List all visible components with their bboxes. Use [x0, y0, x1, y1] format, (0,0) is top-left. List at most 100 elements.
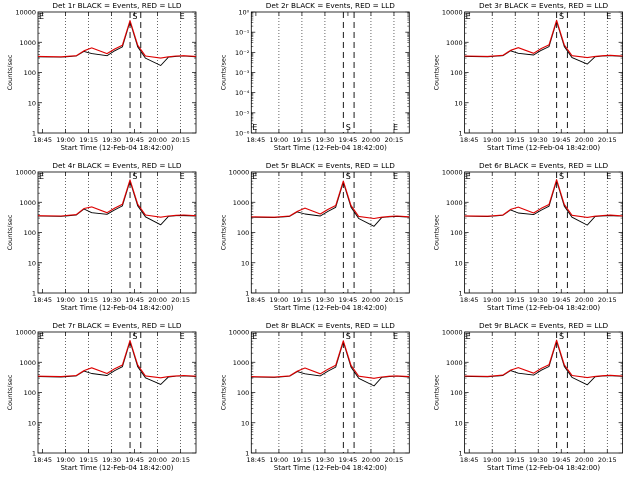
x-axis-label: Start Time (12-Feb-04 18:42:00) [274, 304, 387, 312]
x-tick-label: 19:30 [102, 456, 121, 464]
x-tick-label: 20:15 [171, 296, 190, 304]
x-tick-label: 19:30 [316, 296, 335, 304]
x-tick-label: 19:45 [552, 136, 571, 144]
x-axis-label: Start Time (12-Feb-04 18:42:00) [60, 144, 173, 152]
x-tick-label: 19:30 [102, 136, 121, 144]
y-tick-label: 10 [28, 419, 36, 427]
marker-glyph: E [180, 332, 185, 341]
x-tick-label: 19:15 [506, 456, 525, 464]
x-tick-label: 19:15 [79, 296, 98, 304]
marker-glyph: E [466, 332, 471, 341]
y-axis-label: Counts/sec [433, 374, 441, 410]
marker-glyph: E [393, 172, 398, 181]
y-tick-label: 1000 [19, 199, 36, 207]
x-tick-label: 20:00 [575, 456, 594, 464]
y-axis-label: Counts/sec [6, 214, 14, 250]
events-series-line [251, 341, 410, 387]
y-tick-label: 1 [458, 450, 462, 458]
chart-title: Det 1r BLACK = Events, RED = LLD [52, 1, 182, 10]
marker-glyph: E [252, 123, 257, 132]
y-tick-label: 1000 [19, 359, 36, 367]
y-tick-label: 10⁻⁶ [235, 130, 250, 138]
x-tick-label: 18:45 [460, 136, 479, 144]
y-tick-label: 10 [28, 259, 36, 267]
x-tick-label: 19:00 [483, 456, 502, 464]
x-tick-label: 20:00 [362, 456, 381, 464]
x-tick-label: 19:15 [79, 456, 98, 464]
y-tick-label: 10⁻¹ [235, 29, 250, 37]
y-tick-label: 10 [28, 99, 36, 107]
y-tick-label: 10000 [15, 169, 36, 177]
y-tick-label: 10000 [442, 329, 463, 337]
x-tick-label: 19:00 [483, 136, 502, 144]
x-tick-label: 19:45 [125, 296, 144, 304]
lld-series-line [464, 179, 623, 218]
chart-title: Det 9r BLACK = Events, RED = LLD [479, 321, 609, 330]
marker-glyph: S [132, 332, 137, 341]
x-tick-label: 18:45 [33, 296, 52, 304]
y-tick-label: 1 [458, 130, 462, 138]
chart-title: Det 5r BLACK = Events, RED = LLD [266, 161, 396, 170]
lld-series-line [37, 20, 197, 59]
x-tick-label: 19:30 [529, 296, 548, 304]
y-tick-label: 1 [32, 290, 36, 298]
y-tick-label: 100 [237, 229, 249, 237]
x-tick-label: 20:00 [575, 296, 594, 304]
events-series-line [464, 180, 623, 226]
x-tick-label: 19:00 [56, 136, 75, 144]
x-tick-label: 19:30 [102, 296, 121, 304]
marker-glyph: E [393, 332, 398, 341]
y-tick-label: 100 [450, 389, 462, 397]
x-tick-label: 20:00 [362, 136, 381, 144]
y-tick-label: 10000 [442, 169, 463, 177]
lld-series-line [464, 19, 623, 59]
y-tick-label: 1000 [446, 359, 463, 367]
x-tick-label: 20:00 [362, 296, 381, 304]
lld-series-line [37, 339, 197, 379]
y-tick-label: 1 [458, 290, 462, 298]
y-tick-label: 1000 [446, 39, 463, 47]
x-tick-label: 19:45 [339, 456, 358, 464]
plot-frame [250, 171, 410, 294]
marker-glyph: E [606, 12, 611, 21]
marker-glyph: E [466, 172, 471, 181]
lld-series-line [464, 339, 623, 379]
marker-glyph: S [559, 332, 564, 341]
x-tick-label: 20:15 [598, 296, 617, 304]
x-axis-label: Start Time (12-Feb-04 18:42:00) [274, 464, 387, 472]
x-axis-label: Start Time (12-Feb-04 18:42:00) [487, 464, 600, 472]
x-tick-label: 19:00 [270, 456, 289, 464]
x-tick-label: 19:15 [293, 456, 312, 464]
y-tick-label: 10000 [442, 9, 463, 17]
events-series-line [464, 340, 623, 386]
y-tick-label: 10⁰ [238, 9, 249, 17]
y-tick-label: 1000 [19, 39, 36, 47]
x-tick-label: 19:15 [506, 136, 525, 144]
marker-glyph: S [346, 172, 351, 181]
x-tick-label: 20:00 [148, 136, 167, 144]
x-tick-label: 20:00 [148, 296, 167, 304]
chart-panel: Det 8r BLACK = Events, RED = LLD E S E 1 10 10… [219, 321, 410, 472]
y-axis-label: Counts/sec [433, 214, 441, 250]
x-tick-label: 20:00 [575, 136, 594, 144]
plot-frame [464, 11, 624, 134]
events-series-line [37, 21, 197, 66]
x-tick-label: 18:45 [33, 456, 52, 464]
plot-frame [37, 171, 197, 294]
chart-panel: Det 7r BLACK = Events, RED = LLD E S E 1 10 10… [6, 321, 197, 472]
x-tick-label: 19:45 [339, 296, 358, 304]
lld-series-line [251, 340, 410, 379]
marker-glyph: S [346, 123, 351, 132]
marker-glyph: E [606, 332, 611, 341]
marker-glyph: E [39, 172, 44, 181]
y-tick-label: 100 [24, 229, 36, 237]
x-tick-label: 19:45 [125, 136, 144, 144]
y-tick-label: 1000 [233, 359, 250, 367]
y-tick-label: 100 [450, 69, 462, 77]
marker-glyph: E [606, 172, 611, 181]
marker-glyph: S [559, 12, 564, 21]
y-tick-label: 10 [454, 259, 462, 267]
x-tick-label: 18:45 [247, 136, 266, 144]
x-tick-label: 18:45 [460, 296, 479, 304]
